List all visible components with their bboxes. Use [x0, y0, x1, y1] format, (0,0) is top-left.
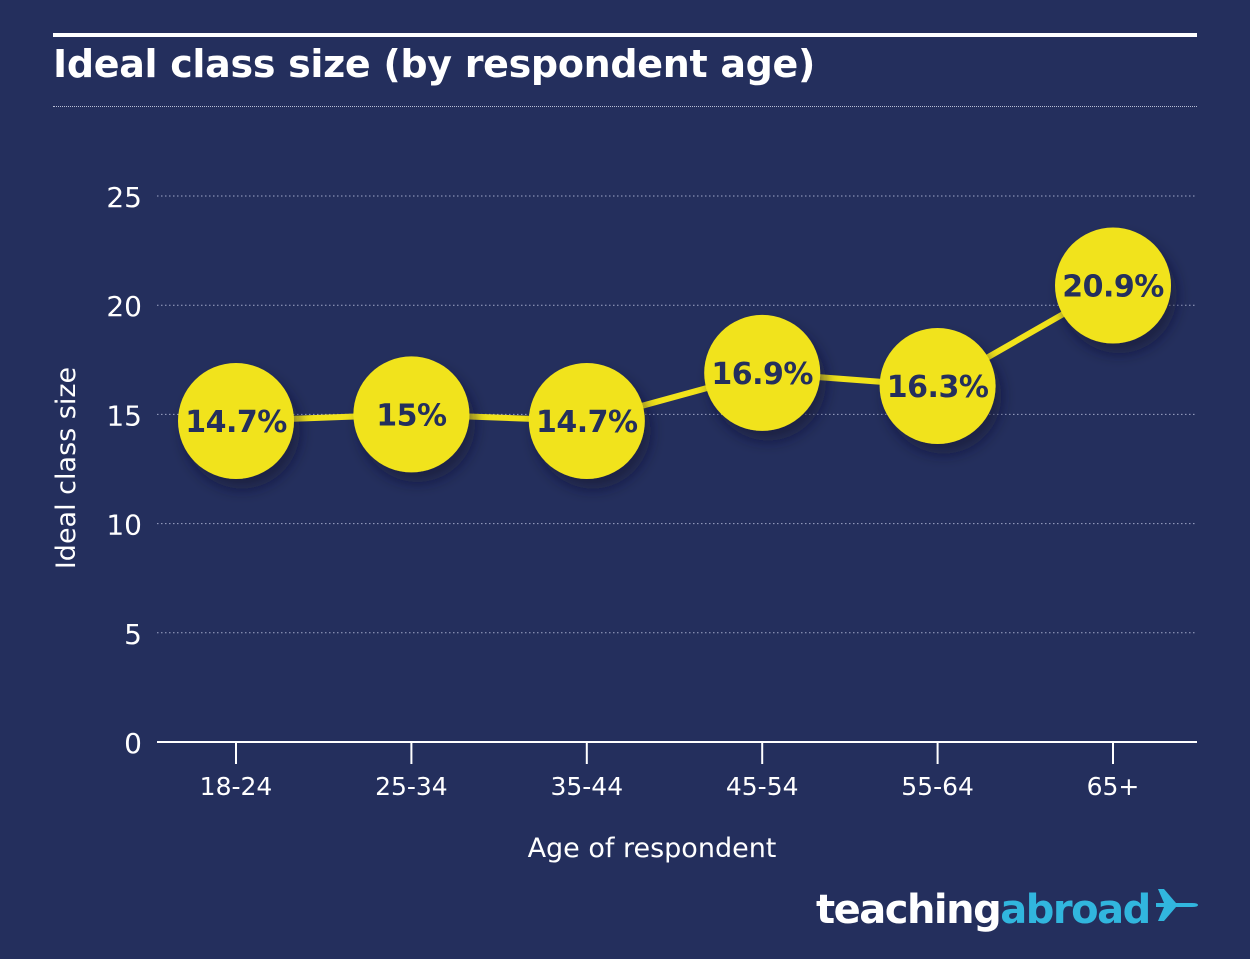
data-label-65+: 20.9%	[1062, 270, 1164, 305]
y-tick-label-10: 10	[106, 509, 142, 542]
x-tick-label-55-64: 55-64	[901, 772, 974, 801]
data-point-55-64	[879, 328, 996, 445]
y-tick-label-20: 20	[106, 290, 142, 323]
x-tick-label-18-24: 18-24	[200, 772, 273, 801]
title-divider	[53, 106, 1197, 107]
x-tick-label-25-34: 25-34	[375, 772, 448, 801]
data-label-45-54: 16.9%	[711, 357, 813, 392]
data-point-45-54	[704, 314, 821, 431]
data-label-35-44: 14.7%	[536, 405, 638, 440]
airplane-icon	[1154, 885, 1200, 935]
y-tick-label-25: 25	[106, 181, 142, 214]
data-point-35-44	[528, 362, 645, 479]
x-axis-title: Age of respondent	[528, 833, 777, 864]
y-tick-label-5: 5	[124, 618, 142, 651]
data-point-18-24	[178, 362, 294, 479]
y-tick-label-15: 15	[106, 399, 142, 432]
brand-logo: teaching abroad	[816, 880, 1200, 940]
x-tick-label-65+: 65+	[1087, 772, 1140, 801]
brand-word-teaching: teaching	[816, 887, 1002, 933]
data-label-18-24: 14.7%	[185, 405, 287, 440]
y-tick-label-0: 0	[124, 727, 142, 760]
top-rule	[53, 33, 1197, 37]
x-tick-label-35-44: 35-44	[550, 772, 623, 801]
data-label-25-34: 15%	[376, 398, 447, 433]
y-axis-title: Ideal class size	[51, 367, 82, 569]
data-point-25-34	[353, 356, 470, 473]
chart-title: Ideal class size (by respondent age)	[53, 42, 816, 86]
data-label-55-64: 16.3%	[887, 370, 989, 405]
data-point-65+	[1055, 227, 1171, 344]
brand-word-abroad: abroad	[1000, 887, 1151, 933]
x-tick-label-45-54: 45-54	[726, 772, 799, 801]
